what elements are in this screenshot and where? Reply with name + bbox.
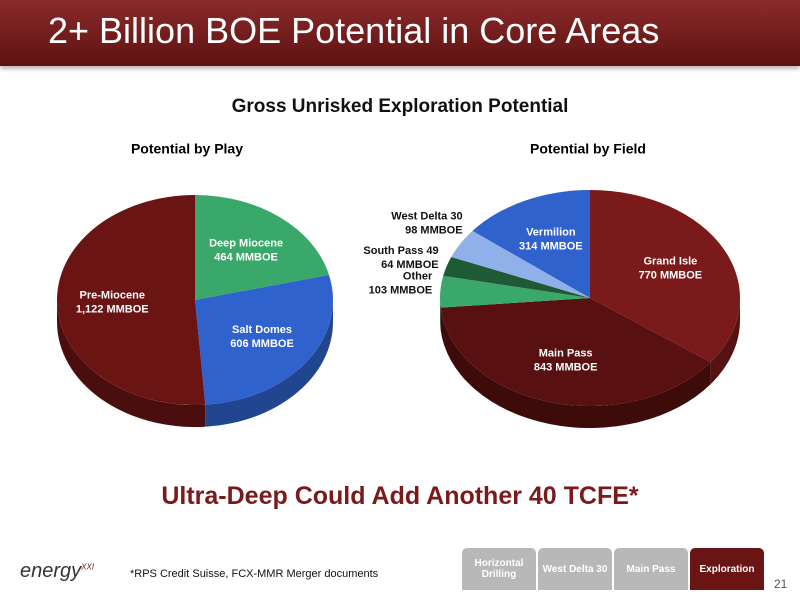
pie-side [440, 298, 441, 330]
slice-value-label: 1,122 MMBOE [76, 303, 149, 315]
page-number: 21 [774, 577, 788, 591]
slice-value-label: 103 MMBOE [369, 285, 433, 297]
slide-title: 2+ Billion BOE Potential in Core Areas [48, 10, 660, 51]
pie-side [440, 307, 711, 428]
slice-label: Main Pass [539, 347, 593, 359]
charts: Potential by Play Deep Miocene 464 MMBOE Sa… [56, 141, 741, 428]
slice-value-label: 770 MMBOE [639, 270, 703, 282]
title-bar [0, 0, 800, 66]
pie-slice [440, 298, 711, 406]
pie-slice [440, 275, 590, 308]
slice-label: Vermilion [526, 227, 576, 239]
slice-value-label: 98 MMBOE [405, 224, 462, 236]
slice-value-label: 843 MMBOE [534, 361, 598, 373]
logo-text: energy [20, 560, 82, 582]
callout: Ultra-Deep Could Add Another 40 TCFE* [161, 482, 639, 510]
heading: Gross Unrisked Exploration Potential [231, 96, 569, 117]
chart-title: Potential by Field [530, 141, 646, 157]
nav-tab[interactable]: Exploration [690, 548, 764, 590]
chart-title: Potential by Play [131, 141, 243, 157]
nav-tab[interactable]: Main Pass [614, 548, 688, 590]
nav-tab[interactable]: Horizontal Drilling [462, 548, 536, 590]
slice-label: Grand Isle [643, 256, 697, 268]
footnote: *RPS Credit Suisse, FCX-MMR Merger docum… [130, 568, 379, 580]
slice-label: Other [403, 271, 433, 283]
slice-value-label: 64 MMBOE [381, 259, 438, 271]
logo: energyXXI [20, 560, 94, 583]
slice-label: Deep Miocene [209, 237, 283, 249]
nav-tab[interactable]: West Delta 30 [538, 548, 612, 590]
pie-slice [451, 230, 590, 298]
slice-value-label: 606 MMBOE [230, 338, 294, 350]
slice-label: West Delta 30 [391, 210, 462, 222]
pie-slice [443, 256, 590, 298]
pie-side [57, 300, 206, 427]
pie-slice [195, 274, 333, 405]
pie-slice [56, 195, 206, 405]
pie-side [205, 300, 333, 427]
pie-slice [472, 190, 590, 298]
logo-mark: XXI [81, 562, 95, 572]
slice-value-label: 314 MMBOE [519, 241, 583, 253]
slice-label: Salt Domes [232, 324, 292, 336]
pie-side [710, 298, 740, 385]
pie-slice [590, 189, 741, 363]
slice-value-label: 464 MMBOE [214, 251, 278, 263]
pie-slice [195, 195, 330, 300]
slice-label: Pre-Miocene [80, 289, 145, 301]
slice-label: South Pass 49 [363, 245, 438, 257]
